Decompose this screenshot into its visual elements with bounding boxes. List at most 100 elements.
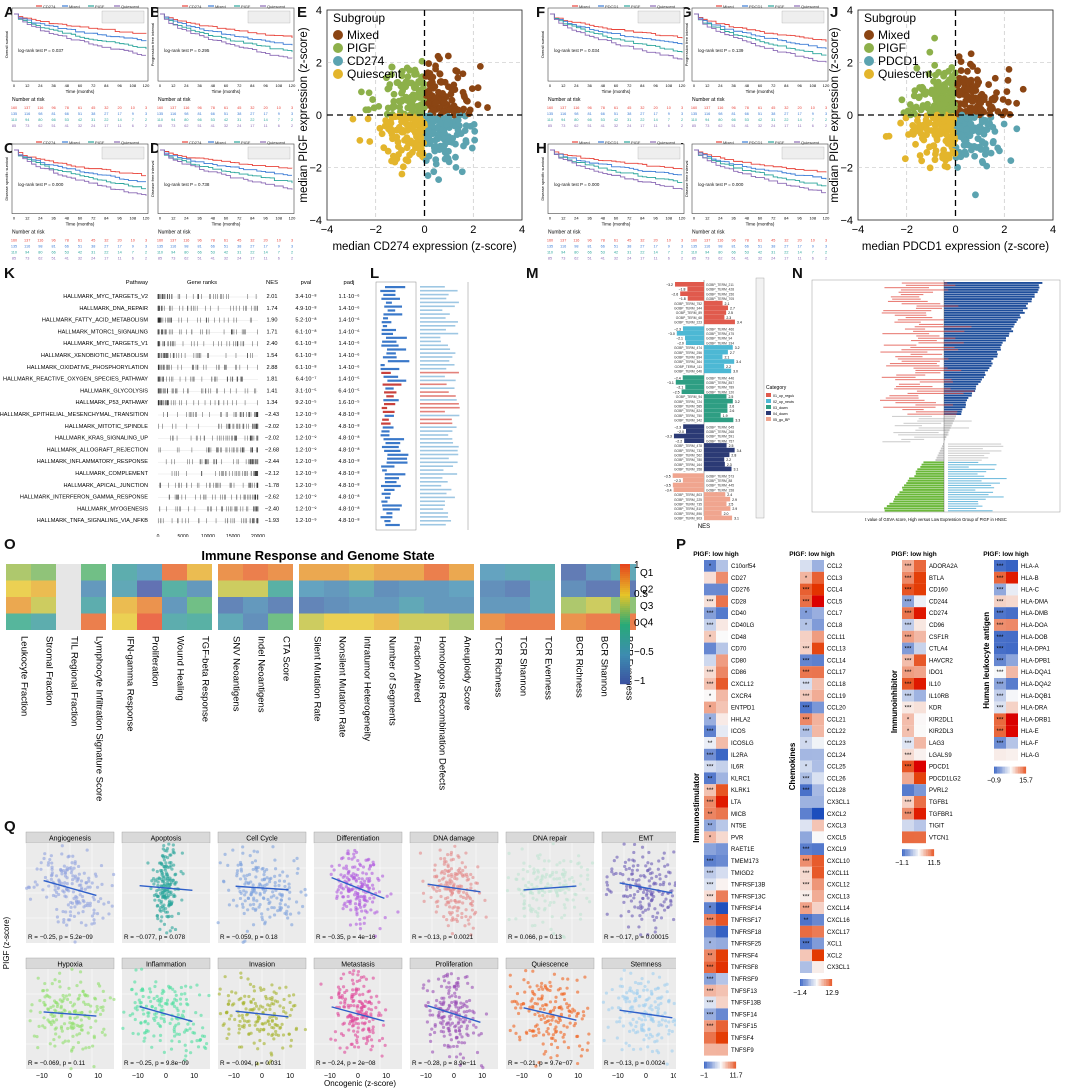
gsva-bar — [944, 438, 946, 441]
data-point — [354, 905, 358, 910]
risk-count: 32 — [78, 257, 82, 261]
data-point — [440, 99, 448, 106]
y-tick-label: −2 — [309, 163, 322, 175]
tick-label: 72 — [627, 216, 632, 221]
data-point — [297, 911, 301, 915]
tick-label: 24 — [184, 83, 189, 88]
data-point — [277, 883, 281, 888]
data-point — [539, 878, 543, 882]
gene-label: HLA-DRB1 — [1021, 717, 1051, 723]
data-point — [169, 902, 173, 906]
data-point — [354, 908, 358, 912]
heatmap-cell-low — [800, 571, 812, 584]
data-point — [453, 844, 457, 848]
heatmap-cell-low — [800, 890, 812, 903]
data-point — [437, 119, 445, 127]
axis-title: Overall survival — [540, 31, 545, 58]
colorbar-step — [720, 1061, 722, 1069]
heatmap-cell-low — [704, 760, 716, 773]
regression-line — [139, 885, 193, 891]
colorbar-step — [1010, 766, 1012, 774]
nes-value: 2.4 — [727, 493, 732, 497]
data-point — [360, 883, 364, 887]
legend-swatch — [864, 43, 874, 53]
heatmap-cell-low — [704, 937, 716, 950]
data-point — [395, 97, 403, 105]
survival-curve — [550, 149, 682, 176]
heatmap-cell-high — [716, 772, 728, 785]
heatmap-cell — [561, 597, 586, 614]
significance-stars: *** — [996, 599, 1004, 605]
tick-label: 72 — [237, 83, 242, 88]
colorbar-step — [620, 650, 630, 653]
term-label-mark — [420, 399, 457, 401]
risk-count: 42 — [614, 118, 618, 122]
risk-count: 78 — [601, 106, 605, 110]
data-point — [416, 150, 423, 158]
column-label: IFN-gamma Response — [125, 636, 136, 732]
data-point — [912, 140, 919, 148]
tick-label: 108 — [665, 83, 672, 88]
data-point — [165, 849, 169, 853]
heatmap-cell-high — [1006, 666, 1018, 678]
data-point — [295, 871, 299, 875]
colorbar-step — [994, 766, 996, 774]
gsva-bar — [944, 357, 994, 360]
data-point — [573, 892, 577, 896]
data-point — [168, 853, 172, 857]
heatmap-cell — [6, 564, 31, 581]
data-point — [265, 882, 269, 886]
risk-count: 116 — [560, 112, 566, 116]
pval-value: 5.2·10⁻⁸ — [295, 317, 317, 324]
heatmap-cell-high — [914, 595, 926, 608]
risk-count: 137 — [170, 106, 176, 110]
risk-count: 51 — [731, 124, 735, 128]
nes-bar — [704, 300, 723, 306]
data-point — [931, 104, 939, 112]
tick-label: 84 — [784, 216, 789, 221]
heatmap-cell-low — [704, 666, 716, 678]
data-point — [246, 908, 250, 912]
data-point — [62, 917, 66, 922]
term-label-mark — [420, 387, 455, 389]
data-point — [1007, 157, 1015, 165]
data-point — [458, 168, 466, 176]
risk-count: 10 — [667, 239, 671, 243]
data-point — [251, 867, 255, 872]
data-point — [933, 111, 941, 119]
gene-label: IL10 — [929, 682, 941, 688]
pathway-label-mark — [886, 365, 940, 367]
data-point — [275, 896, 279, 900]
data-point — [87, 876, 91, 880]
data-point — [157, 898, 161, 902]
term-label-mark — [420, 391, 449, 393]
pathway-label-mark — [907, 392, 964, 394]
data-point — [538, 853, 542, 857]
significance-stars: *** — [802, 894, 810, 900]
heatmap-cell-low — [704, 973, 716, 985]
heatmap-cell — [349, 580, 374, 597]
data-point — [388, 114, 396, 122]
nes-bar — [685, 335, 704, 341]
gene-label: CCL28 — [827, 788, 846, 794]
heatmap-cell-low — [994, 701, 1006, 714]
data-point — [73, 940, 77, 944]
risk-count: 14 — [653, 118, 657, 122]
data-point — [359, 895, 363, 899]
data-point — [361, 865, 366, 869]
gene-label: ADORA2A — [929, 564, 958, 570]
data-point — [102, 902, 106, 906]
pathway-label-mark — [948, 445, 1004, 447]
heatmap-cell — [349, 564, 374, 581]
data-point — [354, 922, 358, 926]
data-point — [535, 854, 540, 858]
risk-count: 10 — [667, 106, 671, 110]
gene-label: CCL25 — [827, 765, 846, 771]
legend-label: PIGF — [775, 140, 785, 145]
gene-label: CXCL11 — [827, 871, 850, 877]
data-point — [536, 911, 540, 915]
data-point — [610, 870, 614, 874]
data-point — [181, 872, 185, 876]
pval-value: 3.1·10⁻⁵ — [295, 387, 316, 394]
significance-stars: *** — [996, 623, 1004, 629]
